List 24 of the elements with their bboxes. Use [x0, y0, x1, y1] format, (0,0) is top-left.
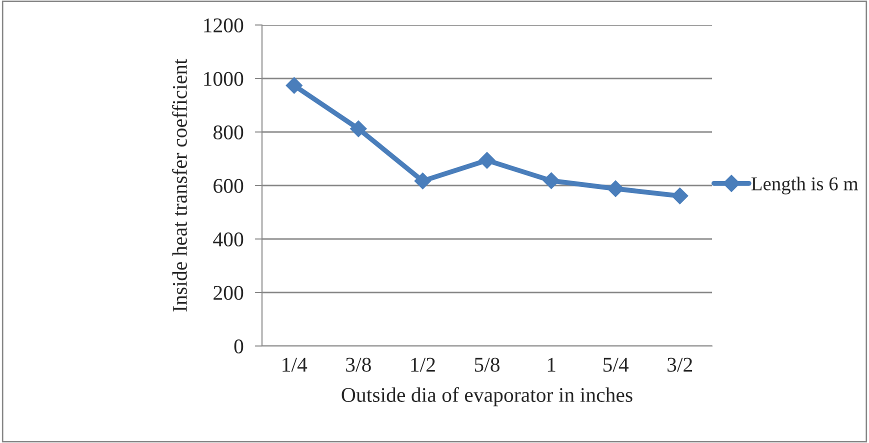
- point: [286, 77, 303, 94]
- point: [542, 172, 560, 190]
- point: [350, 120, 367, 138]
- y-axis-title: Inside heat transfer coefficient: [172, 58, 187, 312]
- y-tick-label: 1000: [204, 72, 244, 86]
- y-tick-label: 800: [213, 125, 244, 140]
- point: [671, 188, 688, 204]
- y-tick-label: 0: [234, 339, 244, 354]
- legend-label: Length is 6 m: [751, 176, 858, 194]
- x-tick-label: 3/2: [668, 358, 692, 372]
- x-tick-label: 5/8: [474, 358, 500, 372]
- x-tick-label: 3/8: [346, 358, 371, 372]
- x-tick-label: 1/4: [282, 358, 308, 372]
- x-tick-label: 5/4: [603, 358, 629, 372]
- x-tick-label: 1/2: [411, 358, 435, 372]
- y-tick-label: 400: [213, 232, 244, 246]
- y-tick-label: 200: [214, 286, 244, 300]
- point: [478, 152, 496, 169]
- y-tick-label: 600: [214, 178, 244, 193]
- point: [607, 180, 624, 198]
- x-axis-title: Outside dia of evaporator in inches: [342, 387, 632, 406]
- y-tick-label: 1200: [204, 18, 244, 32]
- point: [414, 172, 432, 190]
- x-tick-label: 1: [548, 358, 556, 372]
